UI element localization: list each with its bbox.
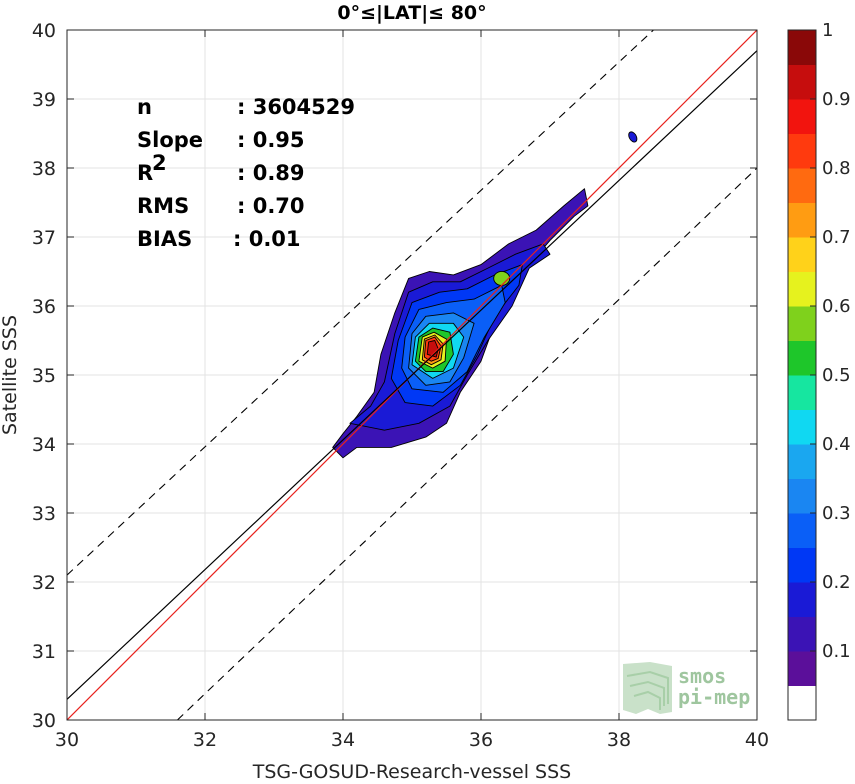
secondary-density-peak	[493, 270, 511, 286]
colorbar-segment	[788, 340, 816, 376]
colorbar-segment	[788, 271, 816, 307]
x-axis: 30 32 34 36 38 40	[55, 30, 769, 751]
colorbar-segment	[788, 547, 816, 583]
colorbar-segment	[788, 30, 816, 65]
colorbar-tick-label: 0.5	[822, 365, 851, 386]
colorbar-segment	[788, 582, 816, 617]
colorbar-segment	[788, 685, 816, 721]
x-tick-label: 30	[55, 729, 79, 751]
y-tick-label: 38	[32, 158, 56, 180]
colorbar-tick-label: 0.2	[822, 572, 851, 593]
colorbar-tick-label: 0.7	[822, 227, 851, 248]
logo-text-pimep: pi-mep	[678, 685, 750, 709]
colorbar-segment	[788, 375, 816, 410]
y-tick-label: 35	[32, 365, 56, 387]
x-tick-label: 38	[607, 729, 631, 751]
colorbar-segment	[788, 444, 816, 479]
y-tick-label: 36	[32, 296, 56, 318]
colorbar-segment	[788, 202, 816, 238]
colorbar: 0.1 0.2 0.3 0.4 0.5 0.6 0.7 0.8 0.9 1	[787, 20, 851, 721]
outlier-density-blob	[628, 131, 638, 143]
smos-pimep-logo: smos pi-mep	[623, 662, 750, 714]
colorbar-segment	[788, 306, 816, 341]
y-tick-label: 30	[32, 710, 56, 732]
x-tick-label: 36	[469, 729, 493, 751]
regression-fit-line	[67, 50, 757, 700]
y-axis: 30 31 32 33 34 35 36 37 38 39 40	[32, 20, 757, 732]
stat-value-n: : 3604529	[237, 95, 355, 119]
stat-key-slope: Slope	[137, 128, 203, 152]
logo-text-smos: smos	[678, 664, 726, 688]
stat-key-superscript: 2	[152, 151, 167, 175]
colorbar-segment	[788, 237, 816, 272]
upper-bound-dashed-line	[67, 30, 654, 576]
stat-key-rms: RMS	[137, 194, 189, 218]
stat-key-n: n	[137, 95, 152, 119]
x-tick-label: 34	[331, 729, 355, 751]
colorbar-tick-label: 0.8	[822, 158, 851, 179]
y-tick-label: 33	[32, 503, 56, 525]
logo-wave-icon	[623, 662, 672, 714]
y-tick-label: 32	[32, 572, 56, 594]
colorbar-segment	[788, 478, 816, 514]
colorbar-tick-label: 0.6	[822, 296, 851, 317]
stat-value-r: : 0.89	[237, 161, 305, 185]
x-tick-label: 32	[193, 729, 217, 751]
reference-lines	[67, 30, 757, 720]
y-tick-label: 40	[32, 20, 56, 42]
stat-value-bias: : 0.01	[233, 227, 301, 251]
colorbar-tick-label: 0.1	[822, 641, 851, 662]
colorbar-segment	[788, 64, 816, 100]
colorbar-tick-label: 0.9	[822, 89, 851, 110]
statistics-box: n : 3604529 Slope : 0.95 R2 : 0.89 RMS : 0.70 BI…	[137, 95, 355, 251]
stat-value-rms: : 0.70	[237, 194, 305, 218]
y-tick-label: 31	[32, 641, 56, 663]
y-tick-label: 39	[32, 89, 56, 111]
colorbar-tick-label: 0.4	[822, 434, 851, 455]
colorbar-segment	[788, 616, 816, 652]
x-tick-label: 40	[745, 729, 769, 751]
y-tick-label: 37	[32, 227, 56, 249]
colorbar-segment	[788, 168, 816, 203]
colorbar-segment	[788, 651, 816, 686]
colorbar-segment	[788, 99, 816, 134]
chart-title: 0°≤|LAT|≤ 80°	[337, 2, 486, 24]
stat-value-slope: : 0.95	[237, 128, 305, 152]
stat-key-bias: BIAS	[137, 227, 192, 251]
y-tick-label: 34	[32, 434, 56, 456]
colorbar-tick-label: 1	[822, 20, 833, 41]
y-axis-label: Satellite SSS	[0, 315, 21, 435]
colorbar-segment	[788, 513, 816, 548]
colorbar-tick-label: 0.3	[822, 503, 851, 524]
colorbar-segment	[788, 133, 816, 169]
lower-bound-dashed-line	[177, 167, 757, 720]
x-axis-label: TSG-GOSUD-Research-vessel SSS	[252, 761, 572, 783]
colorbar-segment	[788, 409, 816, 445]
stat-key-r: R	[137, 161, 153, 185]
